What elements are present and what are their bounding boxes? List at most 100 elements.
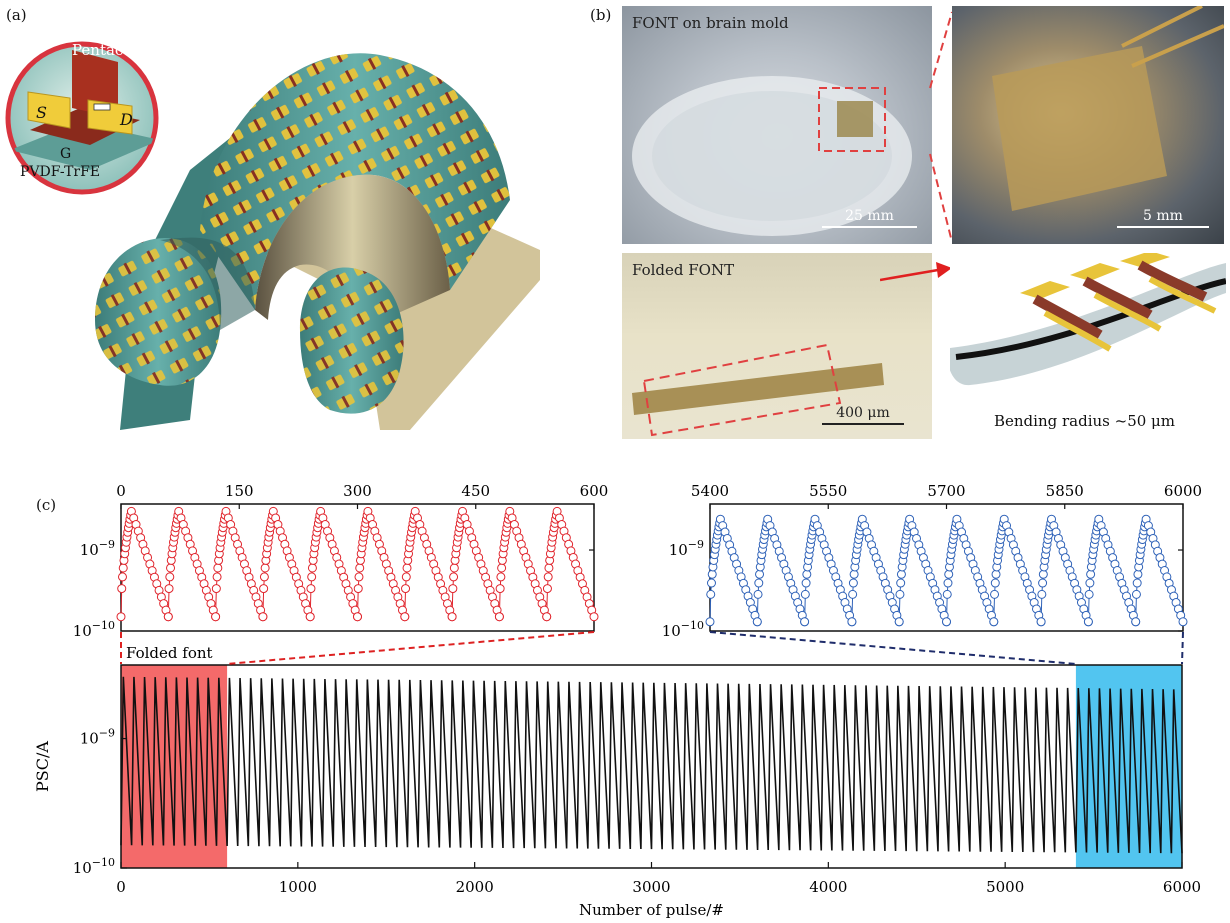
data-point xyxy=(117,572,127,582)
data-point xyxy=(801,578,811,588)
data-point xyxy=(990,589,1000,599)
connector-blue-right xyxy=(1181,631,1184,665)
photo-brain-mold: FONT on brain mold 25 mm xyxy=(622,6,932,244)
data-point xyxy=(942,589,952,599)
data-point xyxy=(260,563,270,573)
data-point xyxy=(1084,589,1094,599)
data-point xyxy=(259,572,269,582)
bending-radius-caption: Bending radius ~50 μm xyxy=(994,412,1176,430)
data-point xyxy=(1085,578,1095,588)
y-tick-label: 10−9 xyxy=(80,727,115,748)
data-point xyxy=(163,612,173,622)
inset-y-tick-label: 10−9 xyxy=(669,538,704,559)
scale-bar-text: 25 mm xyxy=(845,208,894,224)
data-point xyxy=(402,563,412,573)
data-point xyxy=(1083,617,1093,627)
data-point xyxy=(848,589,858,599)
main-psc-chart: 0 1000 2000 3000 4000 5000 6000 10−10 10−9 Number… xyxy=(33,644,1201,919)
data-point xyxy=(116,612,126,622)
scale-bar-text: 400 μm xyxy=(836,405,890,421)
data-point xyxy=(1038,569,1048,579)
photo-folded-font: Folded FONT 400 μm xyxy=(622,253,932,439)
scale-bar-text: 5 mm xyxy=(1143,208,1183,224)
data-point xyxy=(259,584,269,594)
data-point xyxy=(989,617,999,627)
data-point xyxy=(211,584,221,594)
inset-y-tick-label: 10−10 xyxy=(662,619,704,640)
inset-chart-start: 0 150 300 450 600 10−10 10−9 xyxy=(73,482,609,640)
data-point xyxy=(894,617,904,627)
data-point xyxy=(1086,569,1096,579)
data-point xyxy=(896,578,906,588)
data-point xyxy=(543,572,553,582)
data-point xyxy=(496,572,506,582)
data-point xyxy=(589,612,599,622)
series-line-main xyxy=(120,676,1183,854)
inset-x-tick-label: 5850 xyxy=(1046,482,1084,500)
y-axis-label: PSC/A xyxy=(33,741,52,792)
gate-label: G xyxy=(60,146,71,162)
inset-y-tick-label: 10−10 xyxy=(73,619,115,640)
data-point xyxy=(354,572,364,582)
zoom-connectors xyxy=(120,631,1184,665)
inset-x-tick-label: 150 xyxy=(225,482,254,500)
data-point xyxy=(802,569,812,579)
flexible-font-illustration: Pentacene S D G PVDF-TrFE xyxy=(5,41,540,430)
arrow-to-render xyxy=(880,262,952,282)
data-point xyxy=(401,584,411,594)
data-point xyxy=(258,612,268,622)
data-point xyxy=(353,584,363,594)
render-bending xyxy=(950,253,1226,403)
data-point xyxy=(755,569,765,579)
data-point xyxy=(355,563,365,573)
x-tick-label: 1000 xyxy=(279,878,317,896)
data-point xyxy=(943,578,953,588)
scale-bar-25mm: 25 mm xyxy=(822,208,917,228)
data-point xyxy=(800,617,810,627)
x-tick-label: 3000 xyxy=(632,878,670,896)
data-point xyxy=(944,569,954,579)
data-point xyxy=(164,584,174,594)
data-point xyxy=(166,563,176,573)
zoom-connector-lines xyxy=(929,11,953,243)
photo-folded-label: Folded FONT xyxy=(632,261,735,279)
y-tick-label: 10−10 xyxy=(73,856,115,877)
connector-blue-left xyxy=(709,631,1076,665)
inset-x-tick-label: 5400 xyxy=(691,482,729,500)
x-tick-label: 2000 xyxy=(456,878,494,896)
data-point xyxy=(896,569,906,579)
data-point xyxy=(1036,617,1046,627)
inset-y-tick-label: 10−9 xyxy=(80,538,115,559)
data-point xyxy=(1131,617,1141,627)
data-point xyxy=(306,584,316,594)
panel-label-c: (c) xyxy=(36,496,57,514)
panel-label-b: (b) xyxy=(590,6,612,24)
photo-brain-label: FONT on brain mold xyxy=(632,14,789,32)
data-point xyxy=(848,578,858,588)
drain-label: D xyxy=(119,110,133,129)
data-point xyxy=(447,612,457,622)
data-point xyxy=(706,589,716,599)
x-tick-label: 4000 xyxy=(809,878,847,896)
scale-bar-5mm: 5 mm xyxy=(1117,208,1209,228)
inset-x-tick-label: 0 xyxy=(116,482,126,500)
inset-x-tick-label: 6000 xyxy=(1164,482,1202,500)
inset-x-tick-label: 5700 xyxy=(927,482,965,500)
data-point xyxy=(449,572,459,582)
source-label: S xyxy=(36,103,47,122)
x-tick-label: 5000 xyxy=(986,878,1024,896)
data-point xyxy=(494,612,504,622)
data-point xyxy=(544,563,554,573)
data-point xyxy=(1178,617,1188,627)
data-point xyxy=(165,572,175,582)
data-point xyxy=(213,563,223,573)
data-point xyxy=(542,584,552,594)
data-point xyxy=(495,584,505,594)
folded-font-annotation: Folded font xyxy=(126,644,213,662)
dielectric-label: PVDF-TrFE xyxy=(20,164,100,180)
transistor-inset: Pentacene S D G PVDF-TrFE xyxy=(5,41,159,195)
data-point xyxy=(211,612,221,622)
data-point xyxy=(895,589,905,599)
data-point xyxy=(448,584,458,594)
x-tick-label: 6000 xyxy=(1163,878,1201,896)
